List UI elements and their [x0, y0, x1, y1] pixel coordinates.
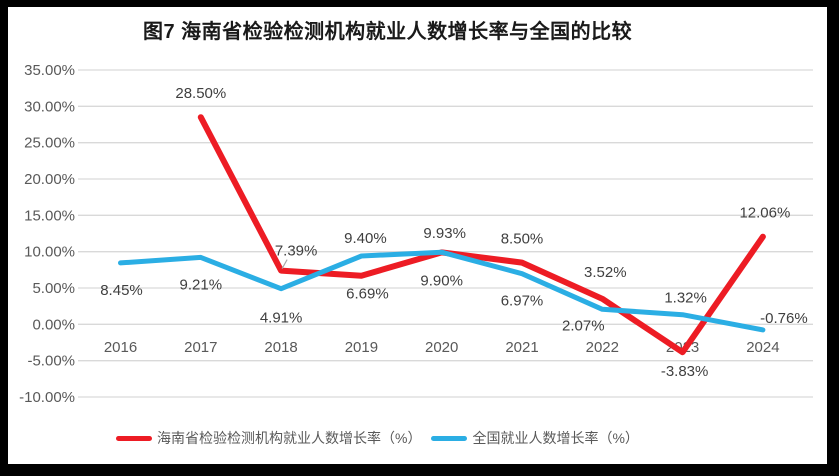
screenshot-border-right [827, 0, 839, 476]
screenshot-border-bottom [0, 464, 839, 476]
data-point-label: 9.90% [420, 272, 463, 289]
data-point-label: 12.06% [739, 205, 790, 222]
screenshot-border-top [0, 0, 839, 7]
series-line-1 [118, 249, 766, 333]
data-point-label: 3.52% [584, 264, 627, 281]
data-point-label: 9.21% [180, 276, 223, 293]
x-axis-tick-label: 2020 [425, 339, 458, 356]
legend-line-sample-hainan [116, 435, 152, 441]
legend-line-sample-national [431, 435, 468, 441]
data-point-label: 9.93% [423, 225, 466, 242]
y-axis-tick-label: -5.00% [27, 353, 75, 370]
data-point-label: 2.07% [562, 317, 605, 334]
x-axis-tick-label: 2016 [104, 339, 137, 356]
y-axis-tick-label: 15.00% [24, 207, 75, 224]
screenshot-border-left [0, 0, 8, 476]
y-axis-tick-label: -10.00% [19, 389, 75, 406]
data-point-label: 6.97% [501, 293, 544, 310]
x-axis-tick-label: 2019 [345, 339, 378, 356]
legend-label-national: 全国就业人数增长率（%） [472, 430, 639, 446]
x-axis-tick-label: 2017 [184, 339, 217, 356]
x-axis-tick-label: 2024 [746, 339, 779, 356]
data-point-label: 4.91% [260, 310, 303, 327]
y-axis-tick-label: 5.00% [32, 280, 75, 297]
y-axis-tick-label: 10.00% [24, 244, 75, 261]
y-axis-tick-label: 35.00% [24, 62, 75, 79]
data-point-label: 6.69% [346, 286, 389, 303]
data-point-label: 8.50% [501, 231, 544, 248]
x-axis-tick-label: 2021 [505, 339, 538, 356]
data-point-label: 7.39% [275, 243, 318, 260]
data-point-label: -0.76% [760, 310, 808, 327]
data-point-label: -3.83% [661, 363, 709, 380]
data-point-label: 9.40% [344, 230, 387, 247]
series-line-0 [197, 114, 766, 356]
x-axis-tick-label: 2018 [264, 339, 297, 356]
data-label-callout-line [281, 259, 288, 269]
y-axis-tick-label: 30.00% [24, 98, 75, 115]
y-axis-tick-label: 25.00% [24, 135, 75, 152]
y-axis-tick-label: 20.00% [24, 171, 75, 188]
y-axis-tick-label: 0.00% [32, 316, 75, 333]
x-axis-tick-label: 2022 [586, 339, 619, 356]
legend-label-hainan: 海南省检验检测机构就业人数增长率（%） [157, 430, 422, 446]
chart-legend: 海南省检验检测机构就业人数增长率（%） 全国就业人数增长率（%） [116, 428, 649, 448]
data-point-label: 8.45% [100, 282, 143, 299]
chart-title: 图7 海南省检验检测机构就业人数增长率与全国的比较 [143, 21, 633, 43]
data-point-label: 1.32% [664, 290, 707, 307]
data-point-label: 28.50% [175, 85, 226, 102]
